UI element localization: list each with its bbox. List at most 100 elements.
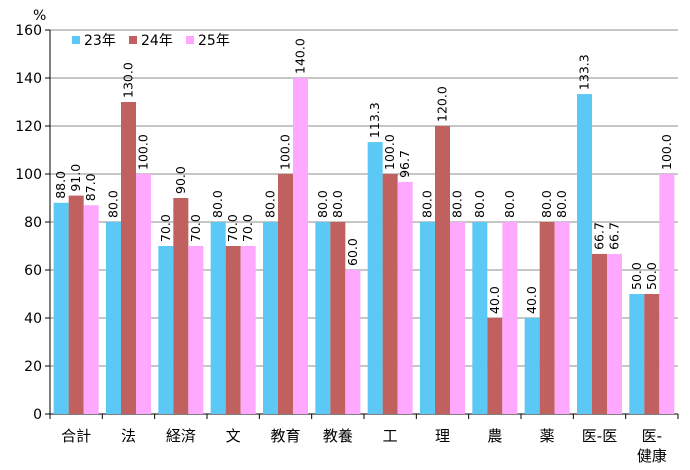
- data-label: 113.3: [367, 102, 382, 138]
- data-label: 66.7: [592, 222, 607, 250]
- data-label: 87.0: [83, 173, 98, 201]
- data-label: 70.0: [188, 214, 203, 242]
- bar: [106, 222, 121, 414]
- bar: [524, 318, 540, 414]
- data-label: 40.0: [487, 286, 502, 314]
- x-tick-label: 理: [435, 427, 450, 445]
- data-label: 100.0: [278, 134, 293, 170]
- bar: [472, 222, 488, 414]
- legend-label: 24年: [141, 33, 173, 49]
- bar: [240, 246, 256, 414]
- bar: [629, 294, 645, 414]
- legend-swatch: [186, 36, 194, 44]
- data-label: 60.0: [345, 238, 360, 266]
- legend-swatch: [72, 36, 80, 44]
- legend-label: 23年: [84, 33, 116, 49]
- data-label: 100.0: [659, 134, 674, 170]
- y-tick-label: 140: [15, 71, 42, 87]
- data-label: 88.0: [53, 171, 68, 199]
- bar: [554, 222, 570, 414]
- gridlines: [50, 29, 678, 367]
- x-tick-label: 文: [226, 427, 241, 445]
- bar: [330, 222, 346, 414]
- x-tick-label: 教育: [270, 427, 300, 445]
- bar: [173, 198, 189, 414]
- data-labels: 88.0 91.0 87.0 80.0 130.0 100.0 70.0 90.0 70.0 80…: [53, 38, 674, 314]
- data-label: 120.0: [435, 86, 450, 122]
- data-label: 70.0: [158, 214, 173, 242]
- data-label: 100.0: [136, 134, 151, 170]
- bar: [188, 246, 204, 414]
- bar: [345, 270, 361, 414]
- x-tick-label: 医-: [642, 427, 662, 445]
- bar: [487, 318, 503, 414]
- legend-swatch: [129, 36, 137, 44]
- x-tick-label: 薬: [540, 427, 555, 445]
- y-tick-label: 60: [24, 263, 42, 279]
- data-label: 80.0: [263, 190, 278, 218]
- data-label: 80.0: [106, 190, 121, 218]
- bar: [225, 246, 241, 414]
- axes: 0 20 40 60 80 100 120 140 160% 合計 法 経済 文 教育 教養 工 理 農 薬 医-医 医…: [15, 8, 679, 465]
- data-label: 80.0: [330, 190, 345, 218]
- x-tick-label: 工: [383, 427, 398, 445]
- data-label: 96.7: [397, 150, 412, 178]
- x-tick-label: 医-医: [582, 427, 617, 445]
- data-label: 50.0: [629, 262, 644, 290]
- bar: [420, 222, 435, 414]
- x-tick-label: 合計: [61, 427, 91, 445]
- data-label: 80.0: [554, 190, 569, 218]
- data-label: 80.0: [539, 190, 554, 218]
- y-unit-label: %: [33, 8, 46, 24]
- legend-label: 25年: [198, 33, 230, 49]
- bar: [278, 174, 293, 414]
- data-label: 40.0: [524, 286, 539, 314]
- y-tick-label: 120: [15, 119, 42, 135]
- bar: [68, 195, 84, 414]
- data-label: 100.0: [382, 134, 397, 170]
- x-tick-label: 経済: [166, 427, 196, 445]
- bar: [210, 222, 226, 414]
- data-label: 80.0: [502, 190, 517, 218]
- data-label: 80.0: [420, 190, 435, 218]
- bar: [644, 294, 660, 414]
- bar: [293, 78, 308, 414]
- bar: [83, 205, 99, 414]
- bar: [315, 222, 331, 414]
- data-label: 80.0: [450, 190, 465, 218]
- bars: [53, 78, 675, 414]
- bar: [367, 142, 383, 414]
- y-tick-label: 160: [15, 23, 42, 39]
- bar: [158, 246, 174, 414]
- data-label: 66.7: [607, 222, 622, 250]
- x-tick-label: 教養: [323, 427, 353, 445]
- bar: [502, 222, 518, 414]
- bar: [539, 222, 555, 414]
- data-label: 70.0: [240, 214, 255, 242]
- data-label: 133.3: [577, 54, 592, 90]
- bar: [136, 174, 151, 414]
- x-tick-label: 法: [121, 427, 136, 445]
- bar: [435, 126, 450, 414]
- x-tick-label: 健康: [637, 447, 667, 465]
- data-label: 90.0: [173, 166, 188, 194]
- data-label: 80.0: [315, 190, 330, 218]
- y-tick-label: 0: [33, 407, 42, 423]
- data-label: 130.0: [121, 62, 136, 98]
- bar: [397, 181, 413, 414]
- data-label: 50.0: [644, 262, 659, 290]
- data-label: 80.0: [472, 190, 487, 218]
- bar: [53, 202, 69, 414]
- bar: [382, 174, 398, 414]
- data-label: 91.0: [68, 164, 83, 192]
- data-label: 70.0: [225, 214, 240, 242]
- legend: 23年 24年 25年: [72, 33, 230, 49]
- data-label: 140.0: [293, 38, 308, 74]
- x-tick-label: 農: [487, 427, 502, 445]
- bar: [607, 253, 622, 414]
- y-tick-label: 80: [24, 215, 42, 231]
- y-tick-label: 20: [24, 359, 42, 375]
- bar: [450, 222, 465, 414]
